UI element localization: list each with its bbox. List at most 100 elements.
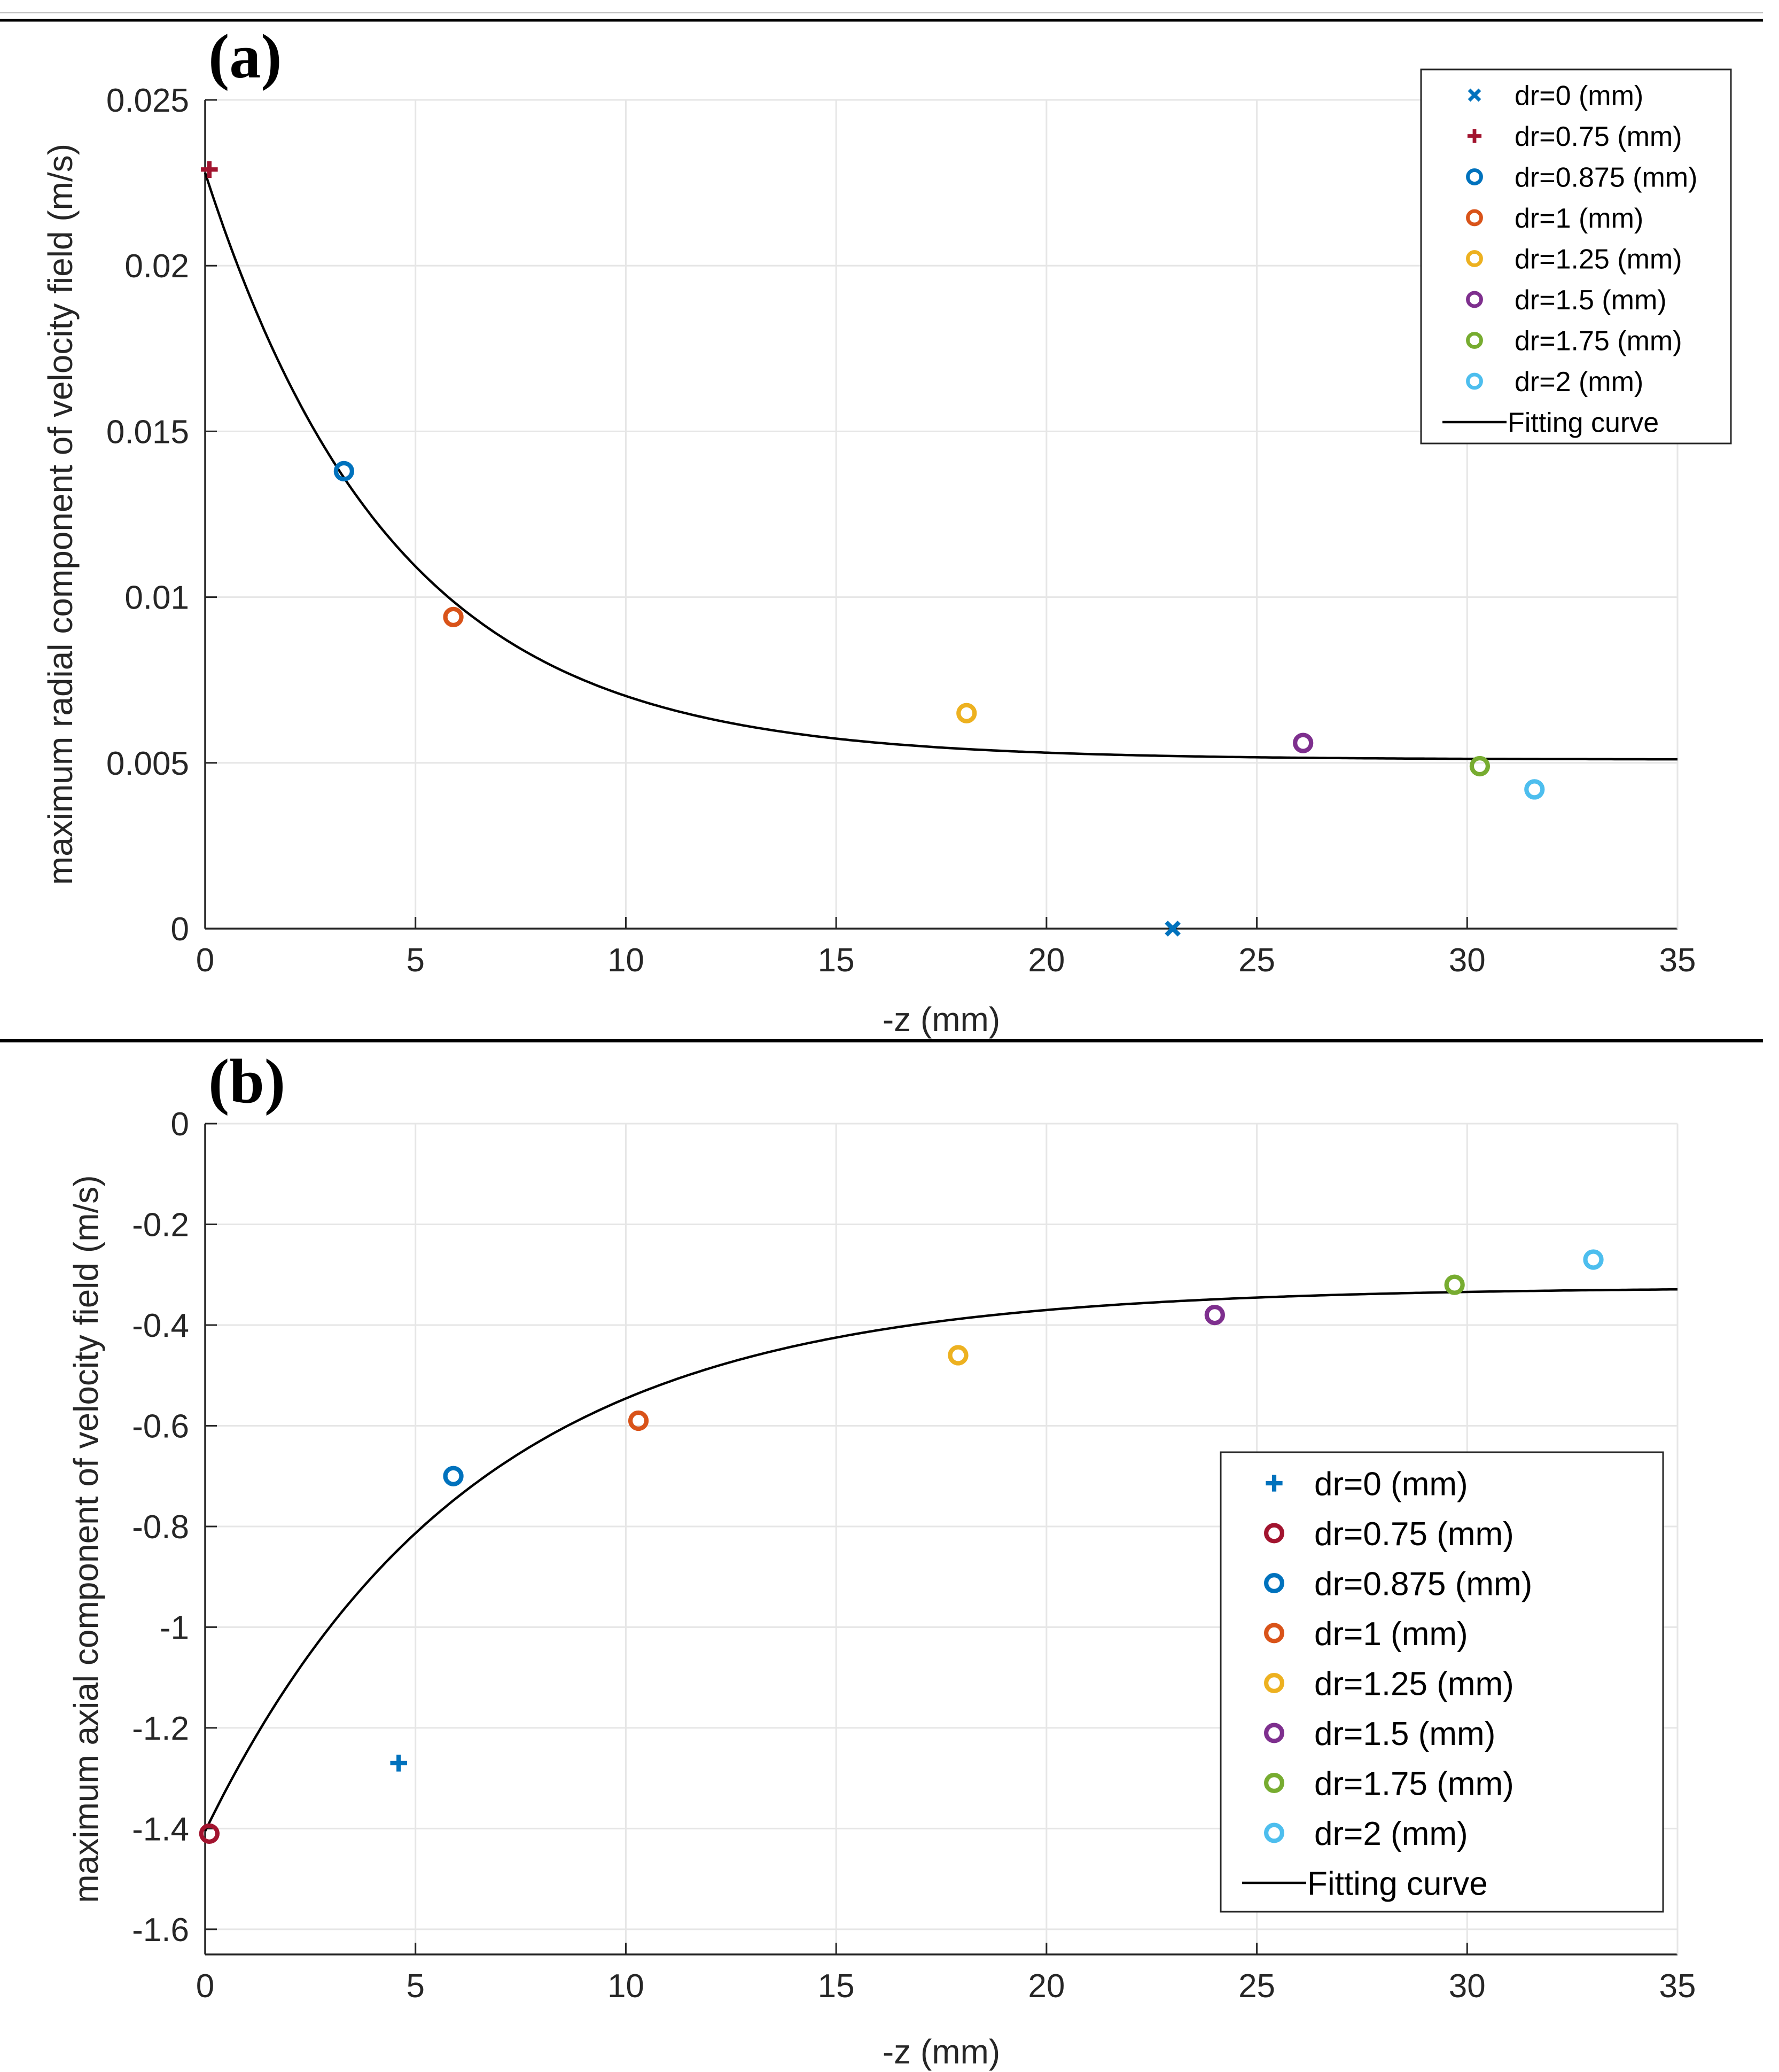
data-point — [443, 1466, 464, 1486]
data-point — [1469, 755, 1491, 777]
y-tick-label: 0.01 — [124, 580, 189, 617]
y-tick-label: -1.2 — [132, 1710, 189, 1747]
legend-label: dr=1.5 (mm) — [1314, 1716, 1495, 1752]
x-tick-label: 10 — [607, 1968, 644, 2005]
legend: dr=0 (mm) dr=0.75 (mm) dr=0.875 (mm) dr=1 (… — [1420, 68, 1732, 445]
legend-marker — [1264, 1623, 1284, 1643]
legend-label: dr=1.5 (mm) — [1515, 285, 1667, 316]
x-axis-label: -z (mm) — [883, 2032, 1000, 2071]
x-tick-label: 30 — [1449, 942, 1486, 979]
legend-marker — [1264, 1822, 1284, 1843]
y-tick-label: 0.025 — [106, 82, 189, 119]
legend-marker — [1466, 250, 1483, 267]
x-tick-label: 35 — [1659, 942, 1696, 979]
y-tick-label: 0.005 — [106, 745, 189, 782]
legend-marker — [1466, 209, 1483, 227]
data-point — [1165, 921, 1181, 937]
data-point — [201, 161, 218, 178]
x-tick-label: 0 — [196, 1968, 214, 2005]
legend-item: dr=1 (mm) — [1466, 203, 1643, 234]
legend-marker — [1466, 372, 1483, 390]
legend-label: dr=0 (mm) — [1314, 1466, 1468, 1502]
legend-item: dr=1.25 (mm) — [1466, 244, 1682, 275]
y-tick-label: -0.8 — [132, 1509, 189, 1546]
x-tick-label: 25 — [1238, 942, 1275, 979]
legend: dr=0 (mm) dr=0.75 (mm) dr=0.875 (mm) dr=1 (… — [1220, 1451, 1664, 1913]
legend-item: dr=0.75 (mm) — [1264, 1516, 1514, 1553]
legend-marker — [1466, 168, 1483, 185]
x-tick-label: 0 — [196, 942, 214, 979]
fitting-curve — [204, 1288, 1678, 1832]
legend-marker — [1264, 1523, 1284, 1544]
legend-label: dr=0.875 (mm) — [1515, 162, 1697, 193]
data-point — [1293, 733, 1314, 753]
legend-item: dr=2 (mm) — [1264, 1816, 1468, 1852]
y-tick-label: -0.4 — [132, 1307, 189, 1344]
y-tick-label: -1 — [160, 1609, 189, 1646]
legend-item: dr=1 (mm) — [1264, 1616, 1468, 1653]
data-point — [390, 1755, 407, 1772]
panel-a: 0 5 10 15 20 25 30 35 0 0.005 0.01 0.015 0.02 0.025 -z… — [41, 21, 1732, 1039]
legend-box — [1220, 1451, 1664, 1913]
x-tick-label: 15 — [818, 942, 855, 979]
legend-item: dr=0 (mm) — [1266, 1466, 1468, 1502]
legend-item: dr=1.25 (mm) — [1264, 1665, 1514, 1702]
y-tick-label: 0 — [171, 1106, 189, 1143]
legend-label: dr=0.75 (mm) — [1314, 1516, 1514, 1553]
legend-label: dr=1 (mm) — [1515, 203, 1643, 234]
data-point — [628, 1410, 649, 1431]
legend-label: Fitting curve — [1508, 408, 1659, 439]
fitting-curve — [204, 172, 1677, 761]
legend-item: dr=0.875 (mm) — [1264, 1565, 1532, 1602]
data-point — [1204, 1304, 1225, 1326]
legend-marker — [1468, 88, 1481, 102]
legend-item: dr=0 (mm) — [1468, 81, 1643, 112]
legend-item: dr=2 (mm) — [1466, 367, 1643, 398]
legend-marker — [1264, 1573, 1284, 1593]
panel-label: (b) — [208, 1046, 285, 1116]
legend-marker — [1466, 332, 1483, 349]
legend-label: dr=1.75 (mm) — [1314, 1765, 1514, 1802]
y-axis-label: maximum axial component of velocity fiel… — [67, 1175, 105, 1903]
data-point — [443, 606, 464, 627]
y-tick-label: 0.02 — [124, 248, 189, 285]
legend-label: dr=1 (mm) — [1314, 1616, 1468, 1653]
data-point — [956, 703, 977, 723]
legend-marker — [1264, 1673, 1284, 1693]
legend-marker — [1467, 129, 1482, 143]
y-tick-label: 0.015 — [106, 414, 189, 450]
legend-label: Fitting curve — [1307, 1865, 1488, 1902]
legend-label: dr=1.25 (mm) — [1515, 244, 1682, 275]
legend-label: dr=2 (mm) — [1515, 367, 1643, 398]
legend-item: Fitting curve — [1242, 1865, 1488, 1902]
data-point — [948, 1345, 969, 1366]
data-point — [1444, 1274, 1465, 1295]
legend-item: dr=1.5 (mm) — [1264, 1716, 1495, 1752]
panel-b: 0 5 10 15 20 25 30 35 0 -0.2 -0.4 -0.6 -0.8 -1 -1.2 -1.… — [67, 1046, 1696, 2071]
legend-label: dr=0.875 (mm) — [1314, 1565, 1532, 1602]
y-tick-label: -0.2 — [132, 1206, 189, 1243]
legend-item: dr=1.75 (mm) — [1466, 326, 1682, 357]
x-axis-label: -z (mm) — [883, 1000, 1000, 1039]
panel-label: (a) — [208, 21, 282, 91]
legend-item: dr=1.75 (mm) — [1264, 1765, 1514, 1802]
legend-item: dr=0.875 (mm) — [1466, 162, 1697, 193]
legend-label: dr=0.75 (mm) — [1515, 121, 1682, 152]
legend-label: dr=0 (mm) — [1515, 81, 1643, 112]
data-point — [1524, 779, 1545, 800]
data-point — [1583, 1249, 1604, 1270]
legend-marker — [1266, 1475, 1283, 1492]
legend-item: dr=1.5 (mm) — [1466, 285, 1667, 316]
x-tick-label: 10 — [607, 942, 644, 979]
y-tick-label: -1.6 — [132, 1912, 189, 1949]
y-tick-label: -0.6 — [132, 1408, 189, 1445]
x-tick-label: 25 — [1238, 1968, 1275, 2005]
x-tick-label: 5 — [406, 1968, 424, 2005]
data-point — [333, 461, 354, 481]
y-axis-label: maximum radial component of velocity fie… — [41, 144, 80, 885]
x-tick-label: 20 — [1028, 942, 1065, 979]
y-tick-label: 0 — [171, 911, 189, 948]
x-tick-label: 30 — [1449, 1968, 1486, 2005]
x-tick-label: 15 — [818, 1968, 855, 2005]
legend-marker — [1264, 1723, 1284, 1743]
